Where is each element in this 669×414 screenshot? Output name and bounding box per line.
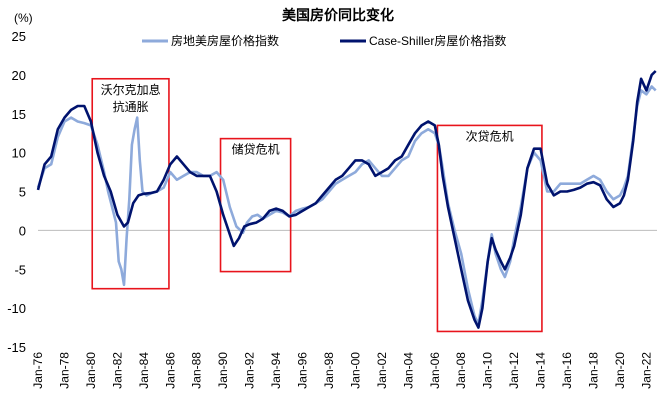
- x-tick-label: Jan-78: [57, 352, 71, 389]
- x-tick-label: Jan-76: [31, 352, 45, 389]
- x-tick-label: Jan-08: [454, 352, 468, 389]
- y-tick-label: 10: [12, 146, 26, 161]
- y-tick-label: 20: [12, 68, 26, 83]
- x-tick-label: Jan-94: [269, 352, 283, 389]
- y-tick-label: -10: [7, 301, 26, 316]
- y-axis: -15 -10 -5 0 5 10 15 20 25: [7, 29, 26, 355]
- x-tick-label: Jan-02: [375, 352, 389, 389]
- legend-label-case-shiller: Case-Shiller房屋价格指数: [369, 33, 506, 48]
- annotation-label: 储贷危机: [232, 142, 280, 157]
- x-tick-label: Jan-18: [587, 352, 601, 389]
- x-axis: Jan-76 Jan-78 Jan-80 Jan-82 Jan-84 Jan-86 Jan-…: [31, 352, 653, 389]
- legend-label-fhlmc: 房地美房屋价格指数: [171, 33, 279, 48]
- annotation-boxes: [91, 77, 543, 333]
- x-tick-label: Jan-82: [110, 352, 124, 389]
- x-tick-label: Jan-10: [481, 352, 495, 389]
- x-tick-label: Jan-90: [216, 352, 230, 389]
- y-tick-label: -5: [14, 262, 26, 277]
- x-tick-label: Jan-86: [163, 352, 177, 389]
- x-tick-label: Jan-80: [84, 352, 98, 389]
- x-tick-label: Jan-92: [243, 352, 257, 389]
- annotation-label: 沃尔克加息: [101, 82, 161, 97]
- annotation-label: 抗通胀: [113, 99, 149, 114]
- x-tick-label: Jan-00: [348, 352, 362, 389]
- annotation-box: [219, 137, 292, 273]
- annotation-box: [91, 77, 170, 290]
- x-tick-label: Jan-06: [428, 352, 442, 389]
- y-tick-label: 25: [12, 29, 26, 44]
- annotation-label: 次贷危机: [466, 129, 514, 143]
- y-axis-unit-label: (%): [14, 11, 33, 25]
- annotation-box: [436, 124, 543, 333]
- x-tick-label: Jan-96: [296, 352, 310, 389]
- x-tick-label: Jan-14: [534, 352, 548, 389]
- x-tick-label: Jan-12: [507, 352, 521, 389]
- x-tick-label: Jan-16: [560, 352, 574, 389]
- legend: 房地美房屋价格指数 Case-Shiller房屋价格指数: [142, 33, 506, 48]
- x-tick-label: Jan-04: [401, 352, 415, 389]
- x-tick-label: Jan-20: [613, 352, 627, 389]
- x-tick-label: Jan-98: [322, 352, 336, 389]
- y-tick-label: 5: [19, 185, 26, 200]
- x-tick-label: Jan-84: [137, 352, 151, 389]
- chart-title: 美国房价同比变化: [282, 7, 394, 23]
- series-line-case-shiller: [36, 70, 657, 329]
- y-tick-label: 0: [19, 223, 26, 238]
- x-tick-label: Jan-22: [639, 352, 653, 389]
- y-tick-label: -15: [7, 340, 26, 355]
- y-tick-label: 15: [12, 107, 26, 122]
- x-tick-label: Jan-88: [190, 352, 204, 389]
